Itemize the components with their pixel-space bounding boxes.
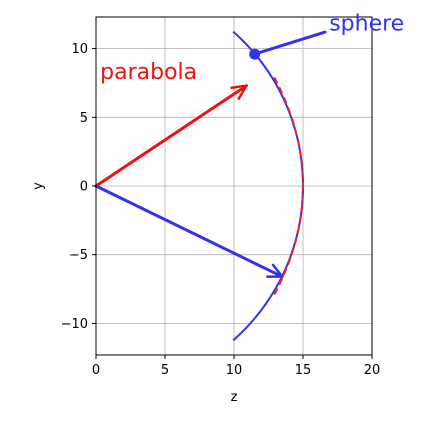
x-tick-label: 15 [295, 363, 312, 378]
y-tick-label: 5 [80, 111, 88, 126]
parabola-curve [273, 76, 305, 296]
axis-ticks: 0 5 10 15 20 −10 −5 0 5 10 [61, 42, 381, 378]
ray-arrows [94, 84, 284, 279]
x-tick-label: 0 [92, 363, 100, 378]
curves [232, 30, 305, 342]
x-tick-label: 5 [161, 363, 169, 378]
y-tick-label: −5 [69, 248, 88, 263]
x-tick-label: 10 [226, 363, 243, 378]
x-axis-label: z [231, 390, 238, 405]
sphere-marker-dot [249, 48, 261, 60]
parabola-ray-shaft [94, 84, 248, 188]
sphere-label: sphere [329, 12, 404, 37]
y-tick-label: 10 [71, 42, 88, 57]
sphere-ray-shaft [94, 184, 284, 279]
gridlines [95, 17, 373, 355]
y-axis-label: y [31, 182, 46, 190]
parabola-label: parabola [100, 60, 197, 85]
y-tick-label: 0 [80, 180, 88, 195]
y-tick-label: −10 [61, 317, 88, 332]
sphere-ray-head [266, 263, 284, 278]
sphere-pointer-line [253, 30, 327, 56]
x-tick-label: 20 [364, 363, 381, 378]
parabola-ray-head [230, 84, 248, 100]
annotations: parabola sphere [100, 12, 404, 85]
